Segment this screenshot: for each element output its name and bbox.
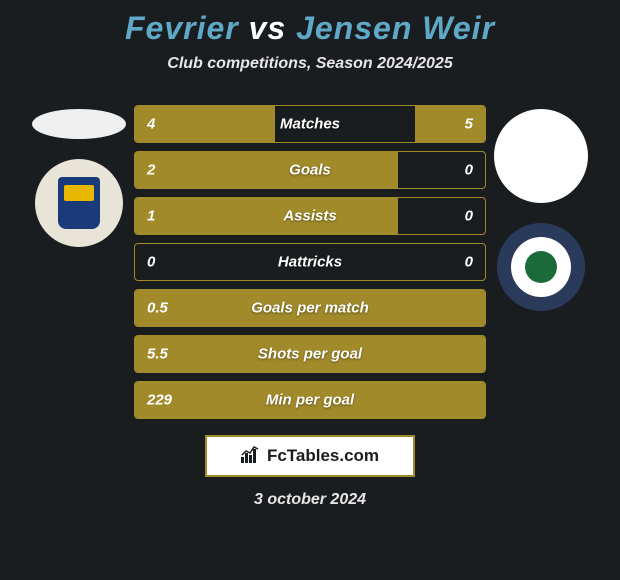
stat-fill-left [135,106,275,142]
stat-label: Matches [280,116,340,133]
stat-fill-right [415,106,485,142]
stat-row: 5.5 Shots per goal [134,335,486,373]
player1-avatar [32,109,126,139]
stats-bars: 4 5 Matches 2 0 Goals 1 0 Assists 0 0 Hattricks 0.5 G… [134,105,486,419]
stat-label: Goals [289,162,331,179]
player1-club-badge [35,159,123,247]
stat-value-right: 0 [465,162,473,179]
stat-label: Min per goal [266,392,354,409]
stat-value-left: 5.5 [147,346,168,363]
footer-site-text: FcTables.com [267,446,379,466]
stat-fill-left [135,198,398,234]
stat-value-left: 4 [147,116,155,133]
stat-value-left: 0.5 [147,300,168,317]
right-column [486,105,596,311]
stat-value-left: 0 [147,254,155,271]
subtitle: Club competitions, Season 2024/2025 [0,55,620,73]
title: Fevrier vs Jensen Weir [0,10,620,47]
left-column [24,105,134,247]
stat-value-right: 0 [465,254,473,271]
player2-club-badge [497,223,585,311]
stat-value-right: 5 [465,116,473,133]
circle-badge-icon [511,237,571,297]
chart-icon [241,445,261,468]
stat-row: 0.5 Goals per match [134,289,486,327]
stat-row: 4 5 Matches [134,105,486,143]
player2-name: Jensen Weir [296,10,495,46]
footer-badge: FcTables.com [205,435,415,477]
stat-label: Hattricks [278,254,342,271]
stat-row: 0 0 Hattricks [134,243,486,281]
stat-value-right: 0 [465,208,473,225]
stat-label: Goals per match [251,300,369,317]
player1-name: Fevrier [125,10,239,46]
stat-row: 229 Min per goal [134,381,486,419]
player2-avatar [494,109,588,203]
stat-row: 2 0 Goals [134,151,486,189]
stat-fill-left [135,152,398,188]
stat-label: Assists [283,208,336,225]
main-area: 4 5 Matches 2 0 Goals 1 0 Assists 0 0 Hattricks 0.5 G… [0,105,620,419]
shield-icon [58,177,100,229]
date-text: 3 october 2024 [0,491,620,509]
stat-value-left: 1 [147,208,155,225]
title-vs: vs [249,10,287,46]
infographic-container: Fevrier vs Jensen Weir Club competitions… [0,0,620,580]
stat-value-left: 229 [147,392,172,409]
stat-label: Shots per goal [258,346,362,363]
stat-row: 1 0 Assists [134,197,486,235]
stat-value-left: 2 [147,162,155,179]
